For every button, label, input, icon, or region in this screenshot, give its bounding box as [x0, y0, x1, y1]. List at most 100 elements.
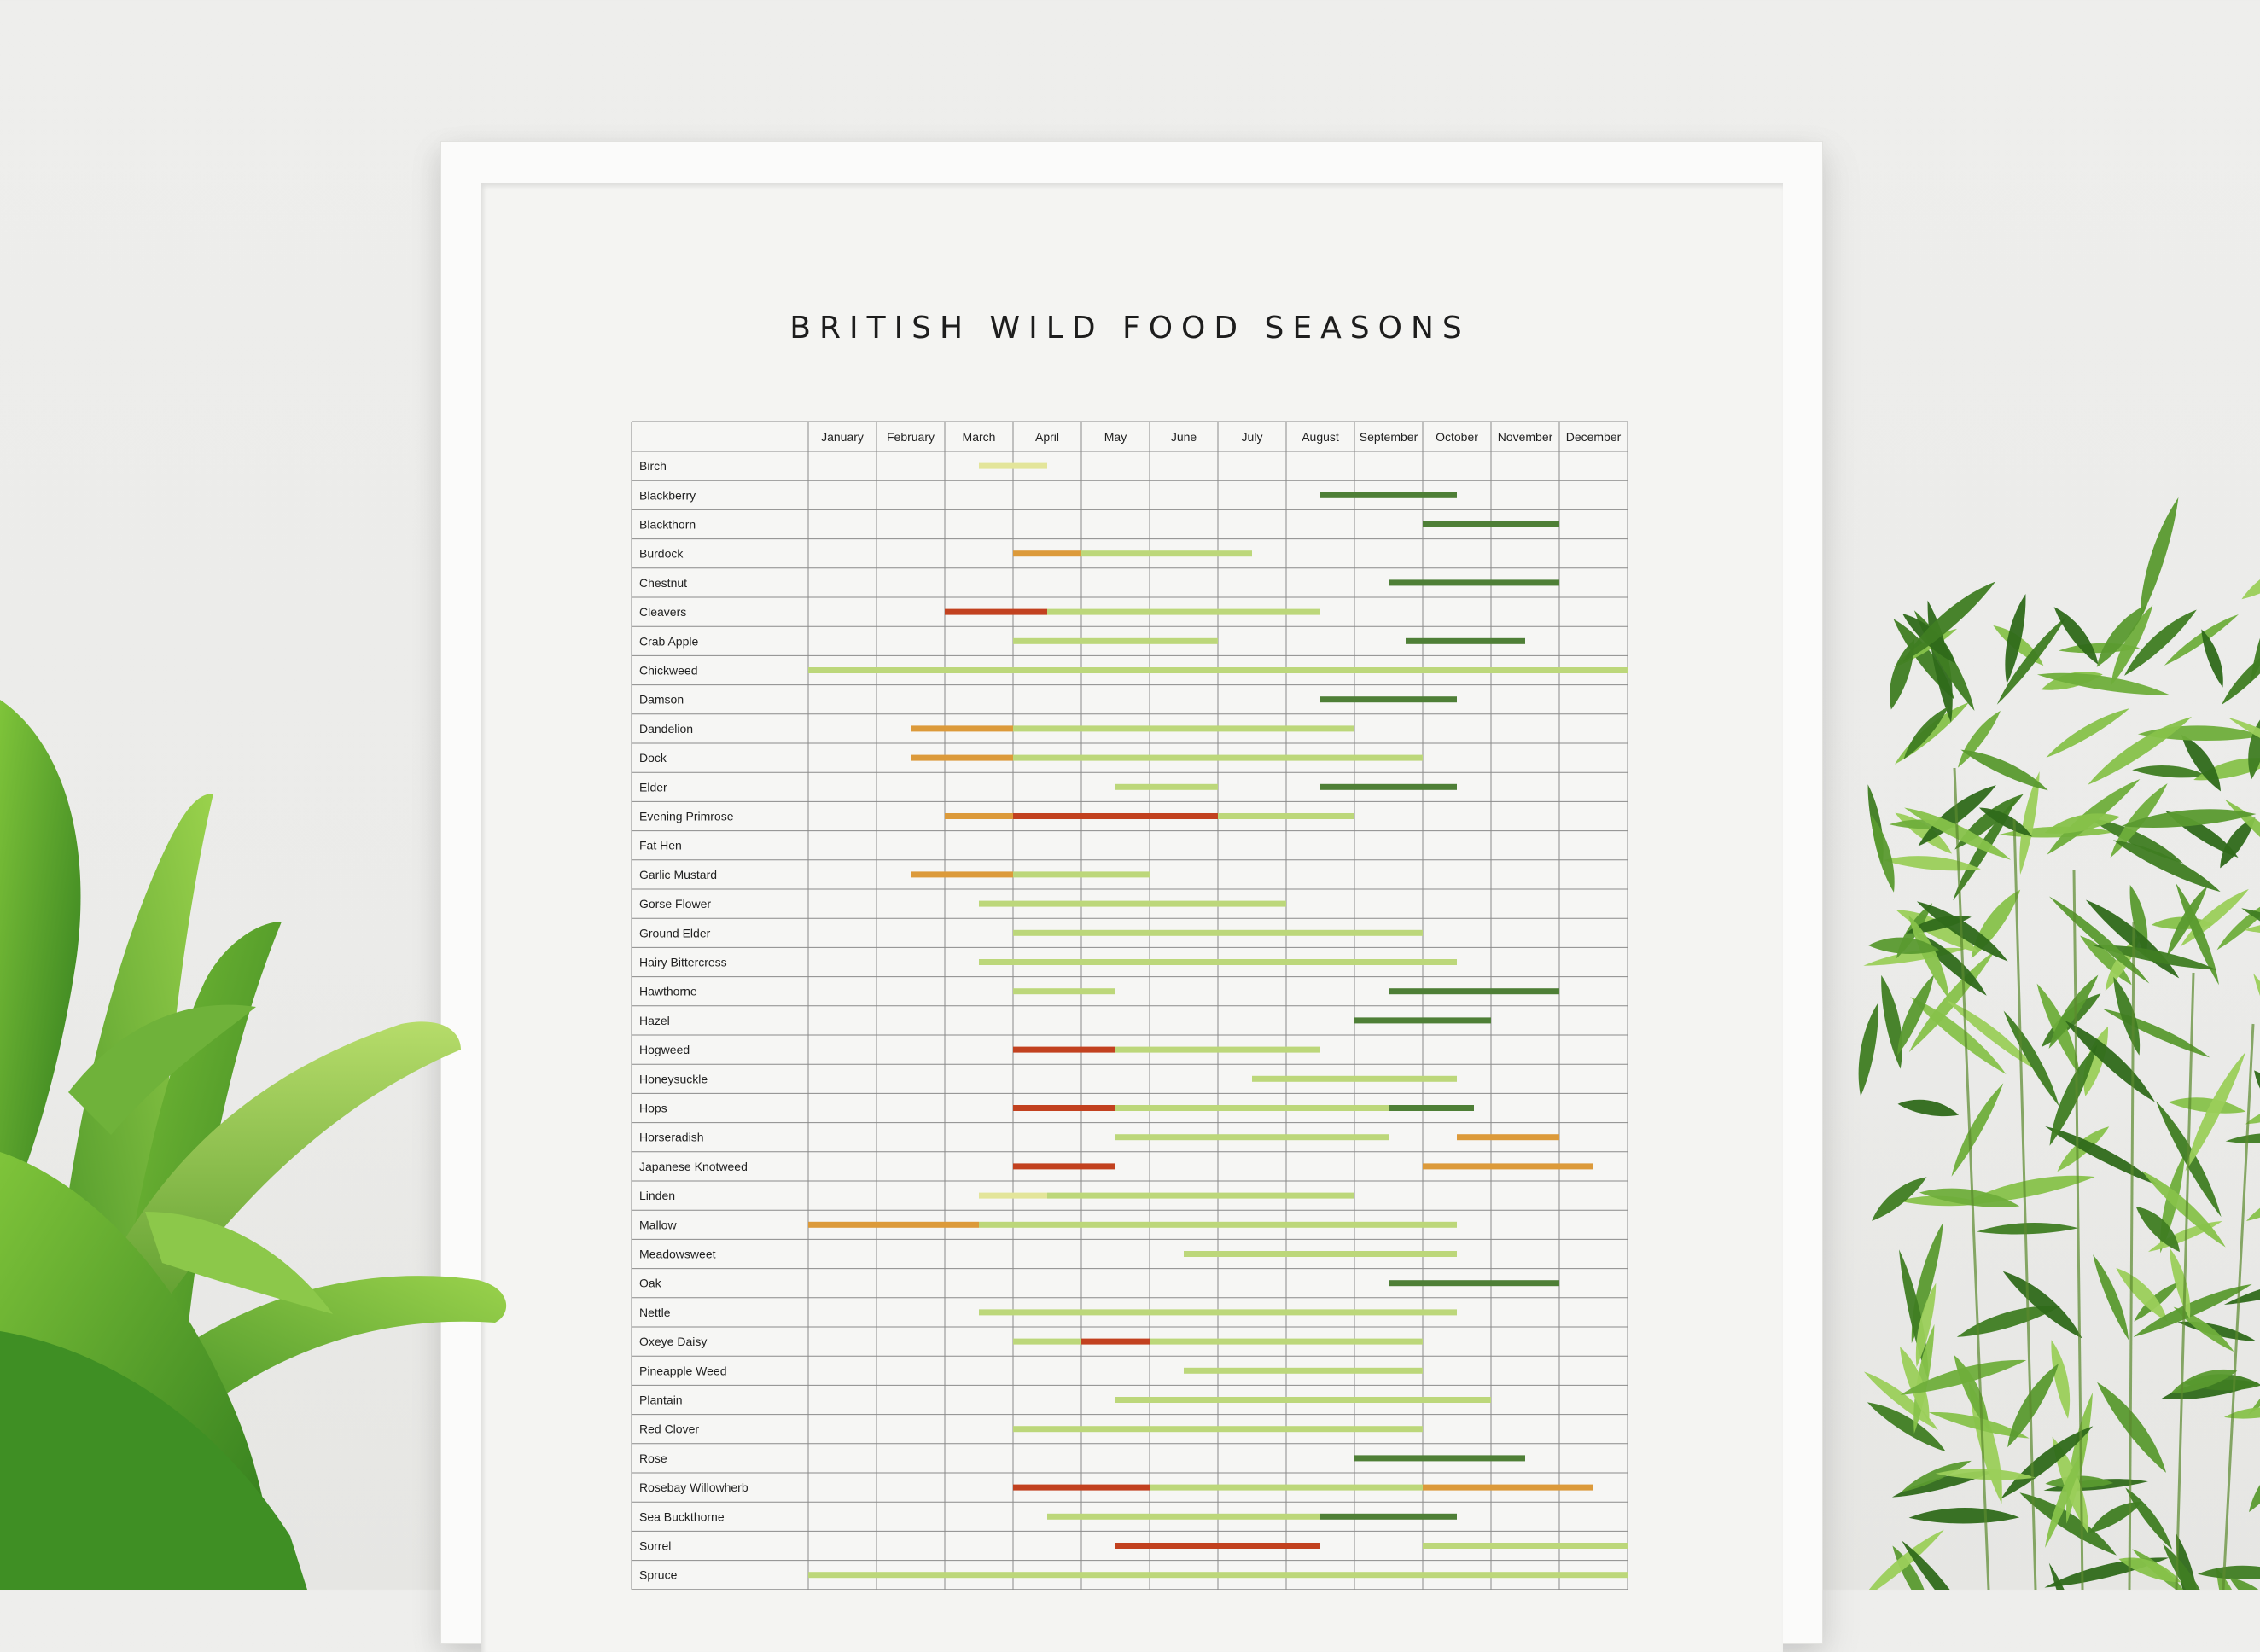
season-bar [979, 1221, 1457, 1228]
season-bar [1013, 1046, 1115, 1053]
bamboo-leaf [2044, 813, 2121, 834]
bamboo-leaf [1908, 915, 1949, 999]
row-label: Hops [639, 1102, 667, 1115]
bamboo-leaf [2019, 1492, 2117, 1556]
season-bar [808, 667, 1628, 673]
season-bar [945, 813, 1013, 819]
row-label: Garlic Mustard [639, 868, 717, 881]
row-label: Nettle [639, 1306, 671, 1319]
bamboo-stem [1953, 767, 1990, 1590]
row-label: Gorse Flower [639, 897, 711, 910]
row-label: Chestnut [639, 576, 687, 590]
bamboo-leaf [1900, 1346, 1930, 1422]
bamboo-leaf [2224, 799, 2260, 888]
bamboo-leaf [2088, 717, 2193, 785]
month-header: June [1171, 430, 1197, 444]
row-label: Rosebay Willowherb [639, 1480, 748, 1494]
bamboo-leaf [2132, 765, 2207, 778]
bamboo-leaf [1881, 974, 1902, 1069]
month-header: October [1436, 430, 1478, 444]
season-bar [1320, 783, 1457, 790]
bamboo-leaf [1872, 1177, 1927, 1221]
season-bar [1115, 783, 1218, 790]
bamboo-leaf [1858, 1003, 1878, 1096]
month-header: May [1104, 430, 1127, 444]
bamboo-leaf [2181, 735, 2222, 792]
season-bar [1013, 1426, 1423, 1433]
row-label: Hairy Bittercress [639, 956, 727, 969]
season-bar [1389, 988, 1559, 995]
row-label: Chickweed [639, 664, 697, 678]
season-bar [1013, 1338, 1081, 1345]
row-label: Red Clover [639, 1422, 699, 1436]
bamboo-stem [2012, 818, 2037, 1590]
season-bar [1389, 579, 1559, 586]
season-bar [1115, 1046, 1320, 1053]
row-label: Blackberry [639, 488, 696, 502]
row-label: Blackthorn [639, 518, 696, 532]
bamboo-leaf [1935, 1469, 2036, 1480]
bamboo-leaf [2141, 1170, 2226, 1248]
season-bar [979, 900, 1286, 907]
row-label: Hazel [639, 1014, 670, 1027]
row-label: Birch [639, 459, 667, 473]
row-label: Spruce [639, 1568, 678, 1582]
row-label: Sea Buckthorne [639, 1509, 725, 1523]
bamboo-leaf [1867, 1402, 1946, 1452]
season-chart: January February March April May June July Augu… [631, 421, 1628, 1590]
row-label: Dock [639, 751, 667, 765]
row-label: Hogweed [639, 1043, 690, 1056]
season-bar [1389, 1280, 1559, 1287]
bamboo-leaf [2140, 497, 2179, 620]
row-label: Meadowsweet [639, 1248, 716, 1261]
bamboo-leaf [2048, 974, 2099, 1049]
bamboo-leaf [1883, 856, 1981, 871]
row-label: Ground Elder [639, 926, 711, 939]
season-bar [1423, 1543, 1628, 1549]
bamboo-leaf [2245, 1104, 2260, 1125]
bamboo-leaf [2049, 1044, 2098, 1146]
row-label: Cleavers [639, 605, 686, 619]
bamboo-leaf [2112, 840, 2221, 893]
bamboo-leaf [2088, 817, 2184, 864]
bamboo-leaf [2051, 1340, 2071, 1419]
season-bar [1081, 550, 1252, 557]
bamboo-leaf [1871, 815, 1895, 893]
season-bar [1150, 1484, 1423, 1491]
month-header: April [1035, 430, 1059, 444]
bamboo-leaf [1996, 616, 2067, 705]
season-bar [1013, 725, 1354, 732]
season-bar [1354, 1455, 1525, 1462]
season-bar [1013, 988, 1115, 995]
season-bar [1150, 1338, 1423, 1345]
left-plant-image [0, 700, 507, 1590]
bamboo-leaf [2046, 708, 2130, 758]
bamboo-leaf [2135, 1206, 2181, 1253]
bamboo-leaf [1956, 1306, 2061, 1337]
bamboo-leaf [2163, 1544, 2213, 1590]
season-bar [1013, 754, 1423, 761]
bamboo-leaf [2121, 809, 2257, 828]
bamboo-leaf [2176, 882, 2219, 986]
season-bar [1320, 1513, 1457, 1520]
bamboo-leaf [2096, 604, 2148, 667]
bamboo-leaf [1951, 1083, 2004, 1177]
bamboo-stem [2175, 972, 2195, 1590]
season-bar [1013, 813, 1218, 819]
bamboo-stem [2072, 870, 2084, 1590]
row-label: Crab Apple [639, 634, 698, 648]
season-bar [1423, 1484, 1593, 1491]
bamboo-leaf [1902, 581, 1996, 662]
bamboo-leaf [2019, 771, 2040, 875]
bamboo-leaf [2007, 1363, 2059, 1448]
season-bar [808, 1572, 1628, 1579]
month-header: March [963, 430, 996, 444]
month-header: January [821, 430, 864, 444]
row-label: Mallow [639, 1218, 677, 1231]
bamboo-leaf [2045, 1445, 2087, 1548]
bamboo-leaf [2036, 672, 2170, 695]
row-label: Honeysuckle [639, 1072, 708, 1085]
bamboo-leaf [2002, 1271, 2082, 1339]
bamboo-leaf [2005, 594, 2026, 684]
bamboo-leaf [1915, 1283, 1937, 1368]
